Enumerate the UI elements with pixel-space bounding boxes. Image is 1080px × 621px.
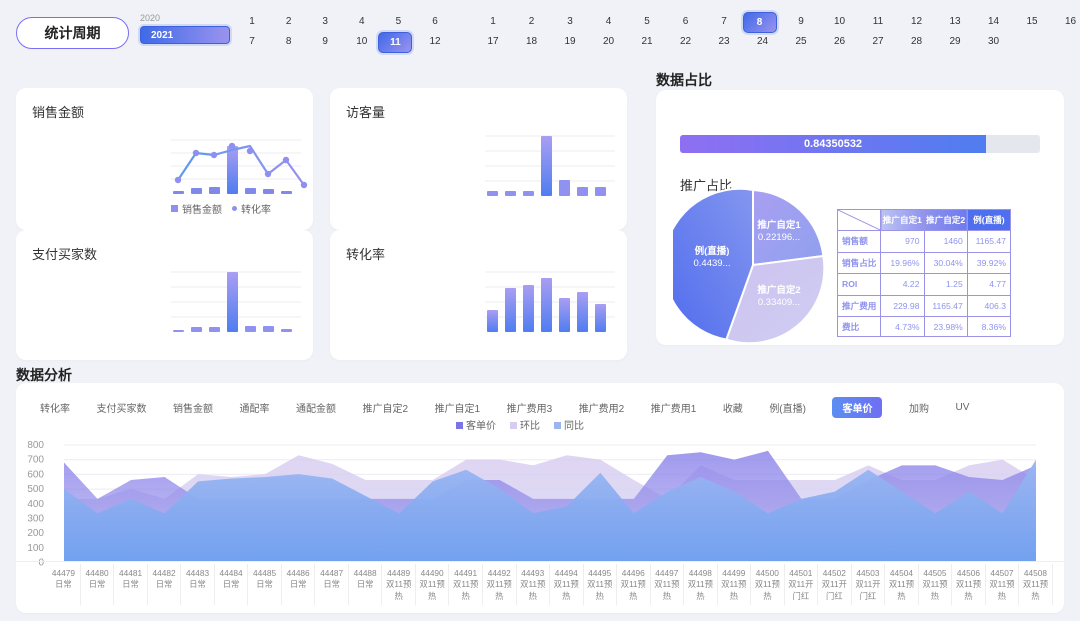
- svg-text:700: 700: [27, 455, 44, 466]
- svg-text:500: 500: [27, 484, 44, 495]
- svg-text:0.33409...: 0.33409...: [758, 297, 800, 308]
- svg-text:400: 400: [27, 499, 44, 510]
- svg-text:800: 800: [27, 440, 44, 451]
- svg-text:200: 200: [27, 528, 44, 539]
- svg-text:0.4439...: 0.4439...: [694, 258, 731, 269]
- svg-text:0.22196...: 0.22196...: [758, 232, 800, 243]
- svg-text:100: 100: [27, 543, 44, 554]
- svg-text:600: 600: [27, 469, 44, 480]
- svg-text:推广自定1: 推广自定1: [757, 219, 801, 231]
- svg-text:例(直播): 例(直播): [695, 245, 730, 257]
- svg-text:300: 300: [27, 514, 44, 525]
- svg-text:推广自定2: 推广自定2: [757, 284, 800, 296]
